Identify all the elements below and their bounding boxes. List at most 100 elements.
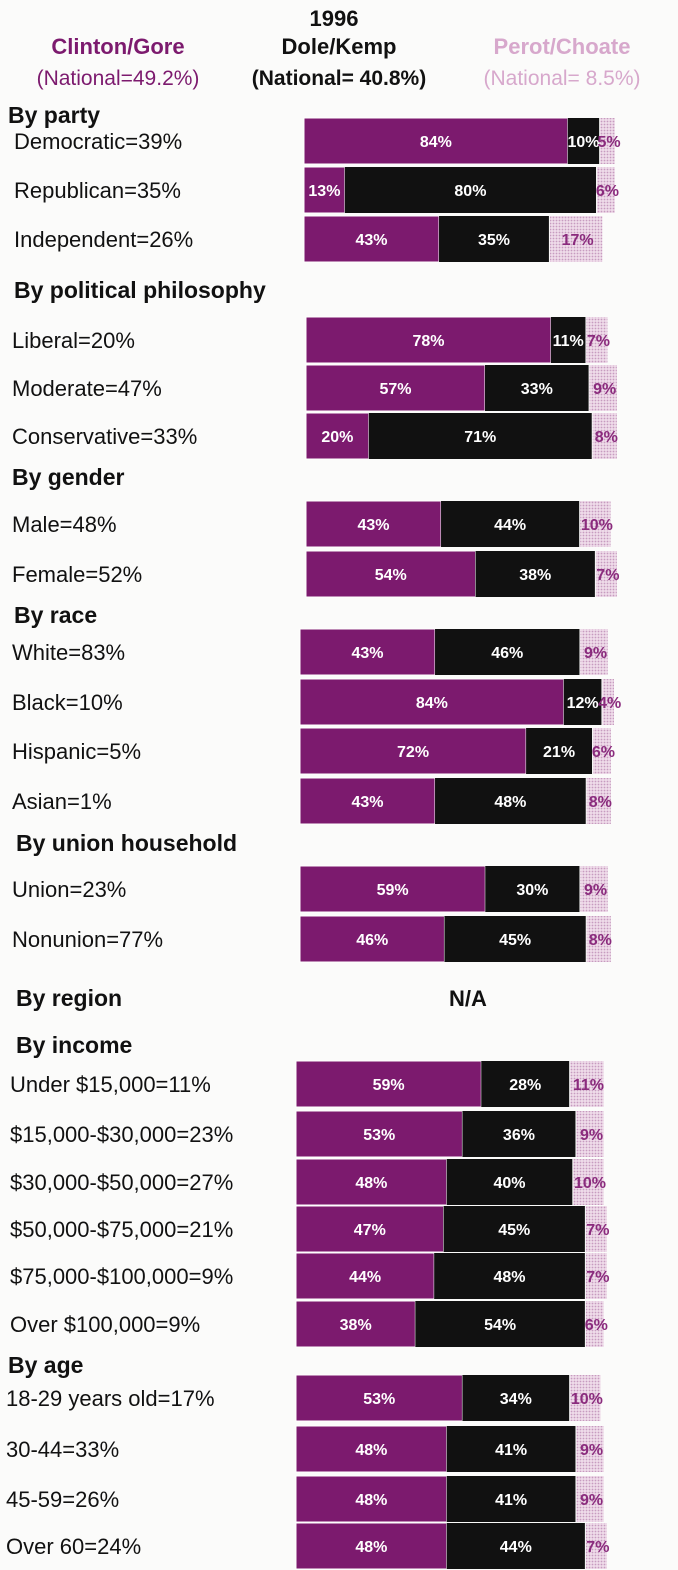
section-by-union-household: By union household Union=23% 59% 30% 9% Nonun…: [12, 830, 612, 963]
row-label: Under $15,000=11%: [10, 1072, 211, 1097]
bar-perot-label: 17%: [562, 232, 594, 249]
bar-perot: [595, 551, 617, 597]
bar-perot: [573, 1159, 604, 1205]
bar-clinton: [295, 1522, 448, 1570]
bar-dole-label: 54%: [484, 1317, 516, 1334]
bar-clinton: [299, 628, 436, 676]
bar-dole-label: 38%: [519, 567, 551, 584]
bar-dole: [439, 216, 549, 262]
bar-clinton: [295, 1475, 448, 1523]
row-label: Independent=26%: [14, 227, 193, 252]
bar-dole-label: 45%: [498, 1222, 530, 1239]
bar-perot-label: 8%: [589, 794, 612, 811]
bar-clinton-label: 59%: [373, 1077, 405, 1094]
bar-perot: [576, 1476, 604, 1522]
bar-perot-label: 10%: [574, 1175, 606, 1192]
row-asian-1: Asian=1% 43% 48% 8%: [12, 777, 612, 825]
row-over-60-24: Over 60=24% 48% 44% 7%: [6, 1522, 609, 1570]
bar-perot: [570, 1061, 604, 1107]
bar-dole-label: 36%: [503, 1127, 535, 1144]
section-title: By union household: [16, 830, 237, 856]
bar-dole: [475, 551, 595, 597]
bar-perot-label: 7%: [596, 567, 619, 584]
bar-clinton-label: 48%: [355, 1492, 387, 1509]
bar-perot: [580, 866, 608, 912]
bar-perot-label: 7%: [586, 1539, 609, 1556]
bar-clinton: [305, 412, 370, 460]
bar-perot-label: 11%: [573, 1077, 604, 1094]
bar-dole: [441, 501, 580, 547]
bar-dole-label: 44%: [500, 1539, 532, 1556]
bar-perot-label: 7%: [586, 1269, 609, 1286]
bar-dole-label: 21%: [543, 744, 575, 761]
row-label: $15,000-$30,000=23%: [10, 1122, 233, 1147]
legend-dole-national: (National= 40.8%): [252, 67, 426, 90]
chart-header: 1996 Clinton/Gore (National=49.2%) Dole/…: [37, 6, 641, 90]
bar-perot: [570, 1375, 601, 1421]
bar-perot-label: 7%: [587, 333, 610, 350]
bar-perot-label: 6%: [596, 183, 619, 200]
bar-perot-label: 6%: [592, 744, 615, 761]
bar-clinton: [299, 915, 445, 963]
bar-clinton-label: 78%: [412, 333, 444, 350]
bar-perot: [585, 1301, 604, 1347]
bar-dole: [444, 916, 586, 962]
bar-clinton-label: 20%: [321, 429, 353, 446]
not-available-label: N/A: [449, 986, 487, 1011]
bar-perot: [597, 167, 615, 213]
bar-clinton: [305, 364, 486, 412]
bar-clinton-label: 44%: [349, 1269, 381, 1286]
row-male-48: Male=48% 43% 44% 10%: [12, 500, 613, 548]
bar-dole-label: 48%: [494, 794, 526, 811]
bar-dole: [462, 1111, 576, 1157]
bar-perot-label: 9%: [580, 1442, 603, 1459]
bar-perot: [602, 679, 614, 725]
bar-dole: [462, 1375, 570, 1421]
row-label: $30,000-$50,000=27%: [10, 1170, 233, 1195]
bar-perot: [593, 728, 611, 774]
bar-dole: [344, 167, 597, 213]
bar-dole-label: 44%: [494, 517, 526, 534]
bar-perot: [600, 118, 615, 164]
row-label: Black=10%: [12, 690, 123, 715]
bar-perot-label: 5%: [597, 134, 620, 151]
row-45-59-26: 45-59=26% 48% 41% 9%: [6, 1475, 604, 1523]
bar-perot-label: 9%: [580, 1492, 603, 1509]
bar-perot-label: 8%: [595, 429, 618, 446]
bar-dole: [567, 118, 600, 164]
row-label: Male=48%: [12, 512, 117, 537]
bar-clinton: [295, 1205, 445, 1253]
bar-clinton-label: 47%: [354, 1222, 386, 1239]
bar-dole: [446, 1159, 573, 1205]
bar-perot: [586, 778, 611, 824]
bar-dole-label: 41%: [495, 1492, 527, 1509]
section-by-age: By age 18-29 years old=17% 53% 34% 10% 30-44=…: [6, 1352, 609, 1570]
bar-dole-label: 12%: [567, 695, 599, 712]
row-50-000-75-000-21: $50,000-$75,000=21% 47% 45% 7%: [10, 1205, 609, 1253]
section-title: By region: [16, 985, 122, 1011]
row-label: Democratic=39%: [14, 129, 182, 154]
row-label: $75,000-$100,000=9%: [10, 1264, 233, 1289]
row-label: Hispanic=5%: [12, 739, 141, 764]
row-female-52: Female=52% 54% 38% 7%: [12, 550, 619, 598]
bar-clinton: [299, 678, 565, 726]
bar-dole: [435, 629, 580, 675]
legend-perot-name: Perot/Choate: [494, 34, 631, 59]
row-30-000-50-000-27: $30,000-$50,000=27% 48% 40% 10%: [10, 1158, 606, 1206]
bar-clinton-label: 48%: [355, 1539, 387, 1556]
row-label: Nonunion=77%: [12, 927, 163, 952]
bar-perot: [576, 1426, 604, 1472]
bar-dole: [550, 317, 586, 363]
row-30-44-33: 30-44=33% 48% 41% 9%: [6, 1425, 604, 1473]
row-over-100-000-9: Over $100,000=9% 38% 54% 6%: [10, 1300, 608, 1348]
bar-clinton: [305, 316, 552, 364]
row-label: Asian=1%: [12, 789, 112, 814]
bar-clinton: [299, 777, 436, 825]
bar-dole-label: 48%: [494, 1269, 526, 1286]
row-liberal-20: Liberal=20% 78% 11% 7%: [12, 316, 610, 364]
row-label: 18-29 years old=17%: [6, 1386, 215, 1411]
bar-dole: [446, 1426, 576, 1472]
